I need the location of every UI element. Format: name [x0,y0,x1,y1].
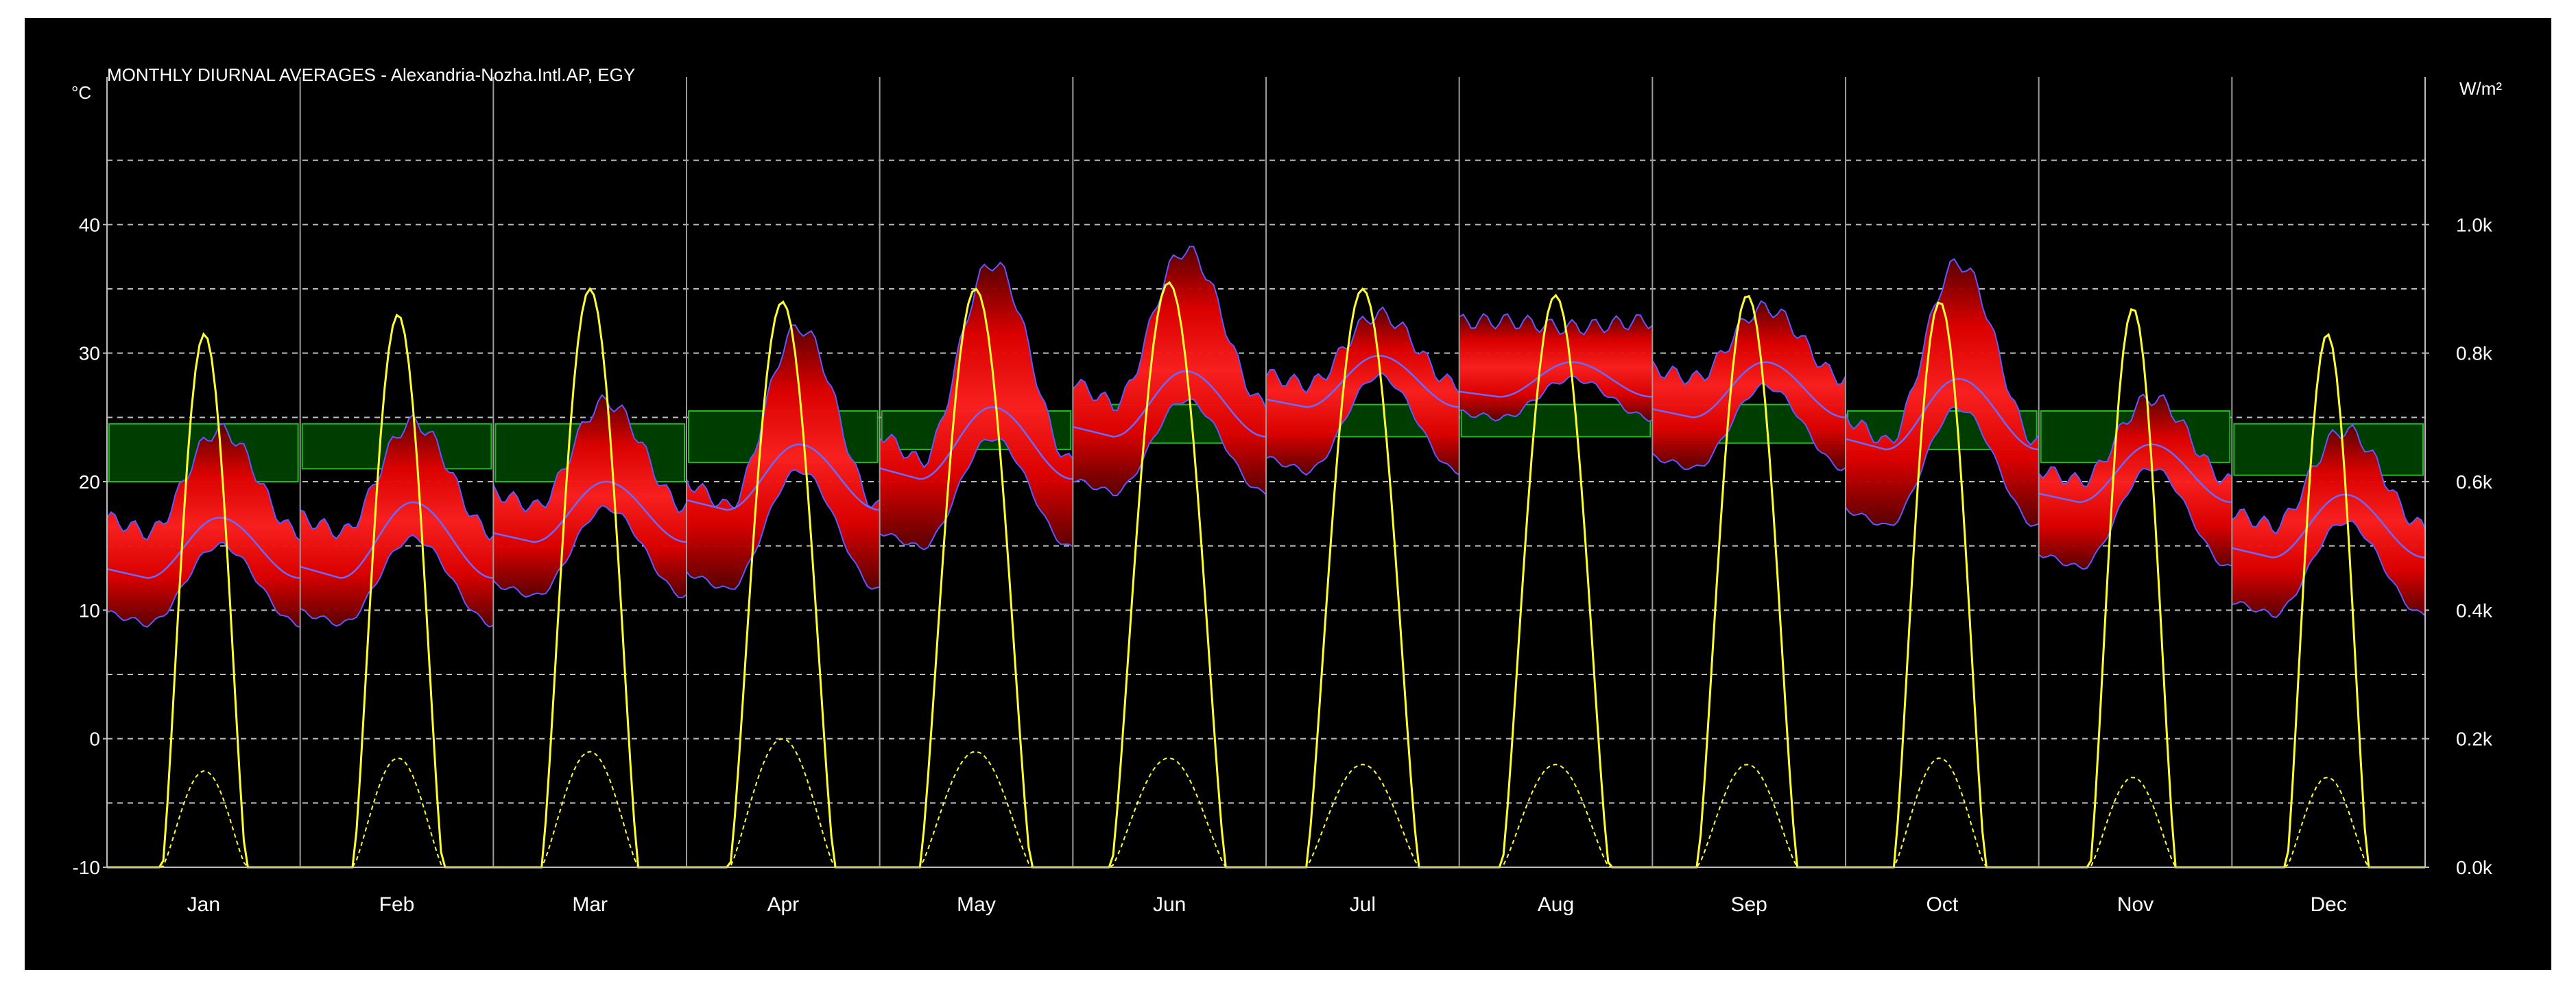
y-left-tick-label: 10 [79,600,100,621]
y-right-tick-label: 1.0k [2456,214,2493,235]
min-temp-line [879,438,1073,551]
min-temp-line [2038,467,2232,570]
max-temp-line [2231,423,2426,535]
max-temp-line [1265,306,1460,395]
diurnal-chart: MONTHLY DIURNAL AVERAGES - Alexandria-No… [71,64,2502,916]
month-label: Sep [1730,893,1767,916]
diffuse-solar-line [2232,777,2425,868]
temperature-band [1846,259,2039,526]
temperature-band [493,395,687,598]
chart-panel: MONTHLY DIURNAL AVERAGES - Alexandria-No… [25,18,2551,970]
temperature-band [879,262,1073,550]
temperature-band [2232,425,2425,618]
temperature-band [1073,246,1266,496]
max-temp-line [2038,393,2232,488]
y-right-tick-label: 0.4k [2456,600,2493,621]
diffuse-solar-line [2038,777,2232,868]
diffuse-solar-line [1846,757,2039,868]
month-label: Mar [572,893,608,916]
diffuse-solar-line [879,751,1073,868]
min-temp-line [1459,375,1653,422]
month-label: Nov [2117,893,2154,916]
month-label: Jul [1350,893,1376,916]
month-label: Oct [1926,893,1958,916]
y-right-tick-label: 0.6k [2456,471,2493,493]
max-temp-line [686,324,881,510]
y-left-tick-label: 30 [79,343,100,364]
diffuse-solar-line [1652,764,1846,868]
mean-temp-line [879,406,1073,480]
mean-temp-line [1845,377,2039,451]
min-temp-line [300,534,494,628]
max-temp-line [879,261,1074,469]
mean-temp-line [686,443,880,511]
max-temp-line [1651,300,1846,386]
min-temp-line [1845,405,2040,528]
max-temp-line [1845,258,2040,446]
diffuse-solar-line [300,757,494,868]
y-left-tick-label: 20 [79,471,100,493]
min-temp-line [1073,398,1267,497]
y-right-tick-label: 0.0k [2456,857,2493,878]
diffuse-solar-line [1266,764,1459,868]
mean-temp-line [106,517,300,579]
max-temp-line [1459,313,1653,336]
diffuse-solar-line [107,770,300,868]
month-label: May [957,893,996,916]
month-label: Jan [187,893,220,916]
month-label: Feb [379,893,415,916]
mean-temp-line [1652,361,1846,419]
mean-temp-line [1265,355,1459,408]
month-label: Dec [2310,893,2346,916]
y-left-tick-label: 0 [89,729,100,750]
mean-temp-line [1073,370,1267,438]
mean-temp-line [300,501,494,579]
max-temp-line [1072,246,1267,412]
temperature-band [687,325,880,589]
mean-temp-line [1459,361,1653,398]
temperature-band [2038,394,2232,569]
diffuse-solar-line [1073,757,1266,868]
mean-temp-line [2232,493,2426,558]
y-left-unit: °C [71,82,91,103]
max-temp-line [106,423,301,541]
mean-temp-line [2038,443,2232,504]
direct-solar-line [2038,307,2232,869]
diffuse-solar-line [493,751,687,868]
y-left-tick-label: 40 [79,214,100,235]
diffuse-solar-line [1459,764,1653,868]
min-temp-line [686,469,880,590]
month-label: Aug [1538,893,1574,916]
y-right-tick-label: 0.2k [2456,729,2493,750]
y-right-tick-label: 0.8k [2456,343,2493,364]
min-temp-line [1651,383,1846,471]
mean-temp-line [493,480,687,543]
y-right-unit: W/m² [2459,78,2502,99]
temperature-band [300,414,494,627]
temperature-band [1652,301,1846,471]
max-temp-line [300,414,494,541]
min-temp-line [492,504,687,598]
min-temp-line [106,541,301,628]
month-label: Jun [1153,893,1186,916]
max-temp-line [492,394,687,514]
chart-title: MONTHLY DIURNAL AVERAGES - Alexandria-No… [107,64,635,85]
min-temp-line [1265,373,1460,476]
month-label: Apr [767,893,799,916]
temperature-band [1266,307,1459,475]
min-temp-line [2232,520,2426,618]
y-left-tick-label: -10 [73,857,100,878]
